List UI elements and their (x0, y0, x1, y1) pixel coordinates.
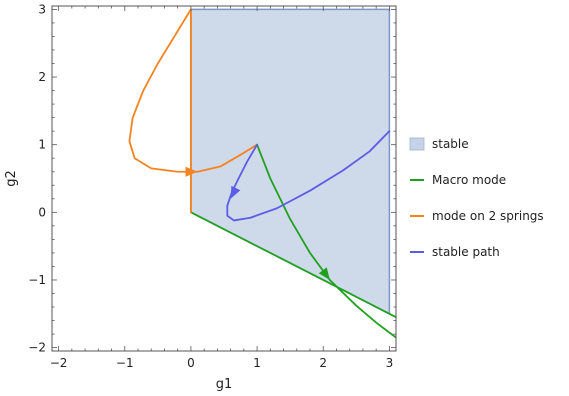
legend-item-stable-path: stable path (410, 245, 500, 259)
y-tick-label: 2 (38, 70, 46, 84)
legend-label: stable path (432, 245, 500, 259)
y-axis-label: g2 (4, 170, 19, 187)
x-tick-label: −2 (50, 356, 68, 370)
macro-mode-line-2 (256, 143, 396, 339)
legend-item-mode-on-2-springs: mode on 2 springs (410, 209, 544, 223)
series-mode-on-2-springs (128, 8, 258, 214)
plot-frame (51, 5, 397, 352)
x-tick-label: 2 (319, 356, 327, 370)
series-layer (128, 8, 396, 339)
x-tick-label: −1 (116, 356, 134, 370)
tick-layer: −2 −1 0 1 2 3 −2 −1 0 1 2 3 (28, 2, 396, 370)
legend-label: stable (432, 137, 469, 151)
y-tick-label: −2 (28, 341, 46, 355)
x-tick-label: 3 (386, 356, 394, 370)
stable-region (190, 8, 391, 316)
legend-item-stable: stable (409, 137, 469, 151)
mode-on-2-springs-line-2 (128, 8, 258, 173)
y-tick-label: 0 (38, 205, 46, 219)
macro-mode-arrow (318, 267, 330, 280)
y-tick-label: 1 (38, 138, 46, 152)
stable-path-line-1 (226, 130, 391, 222)
stable-path-arrow (230, 185, 241, 199)
x-tick-label: 0 (187, 356, 195, 370)
x-axis-label: g1 (216, 377, 233, 392)
legend-swatch (409, 137, 425, 151)
series-stable-path (226, 130, 391, 222)
stable-region-layer (190, 8, 391, 316)
x-tick-label: 1 (253, 356, 261, 370)
series-macro-mode (190, 143, 396, 339)
legend: stable Macro mode mode on 2 springs stable … (409, 137, 544, 259)
y-tick-label: 3 (38, 2, 46, 16)
legend-label: Macro mode (432, 173, 506, 187)
y-tick-label: −1 (28, 273, 46, 287)
legend-item-macro-mode: Macro mode (410, 173, 506, 187)
macro-mode-line-1 (190, 211, 396, 319)
legend-label: mode on 2 springs (432, 209, 544, 223)
mode-on-2-springs-arrow (185, 166, 198, 177)
